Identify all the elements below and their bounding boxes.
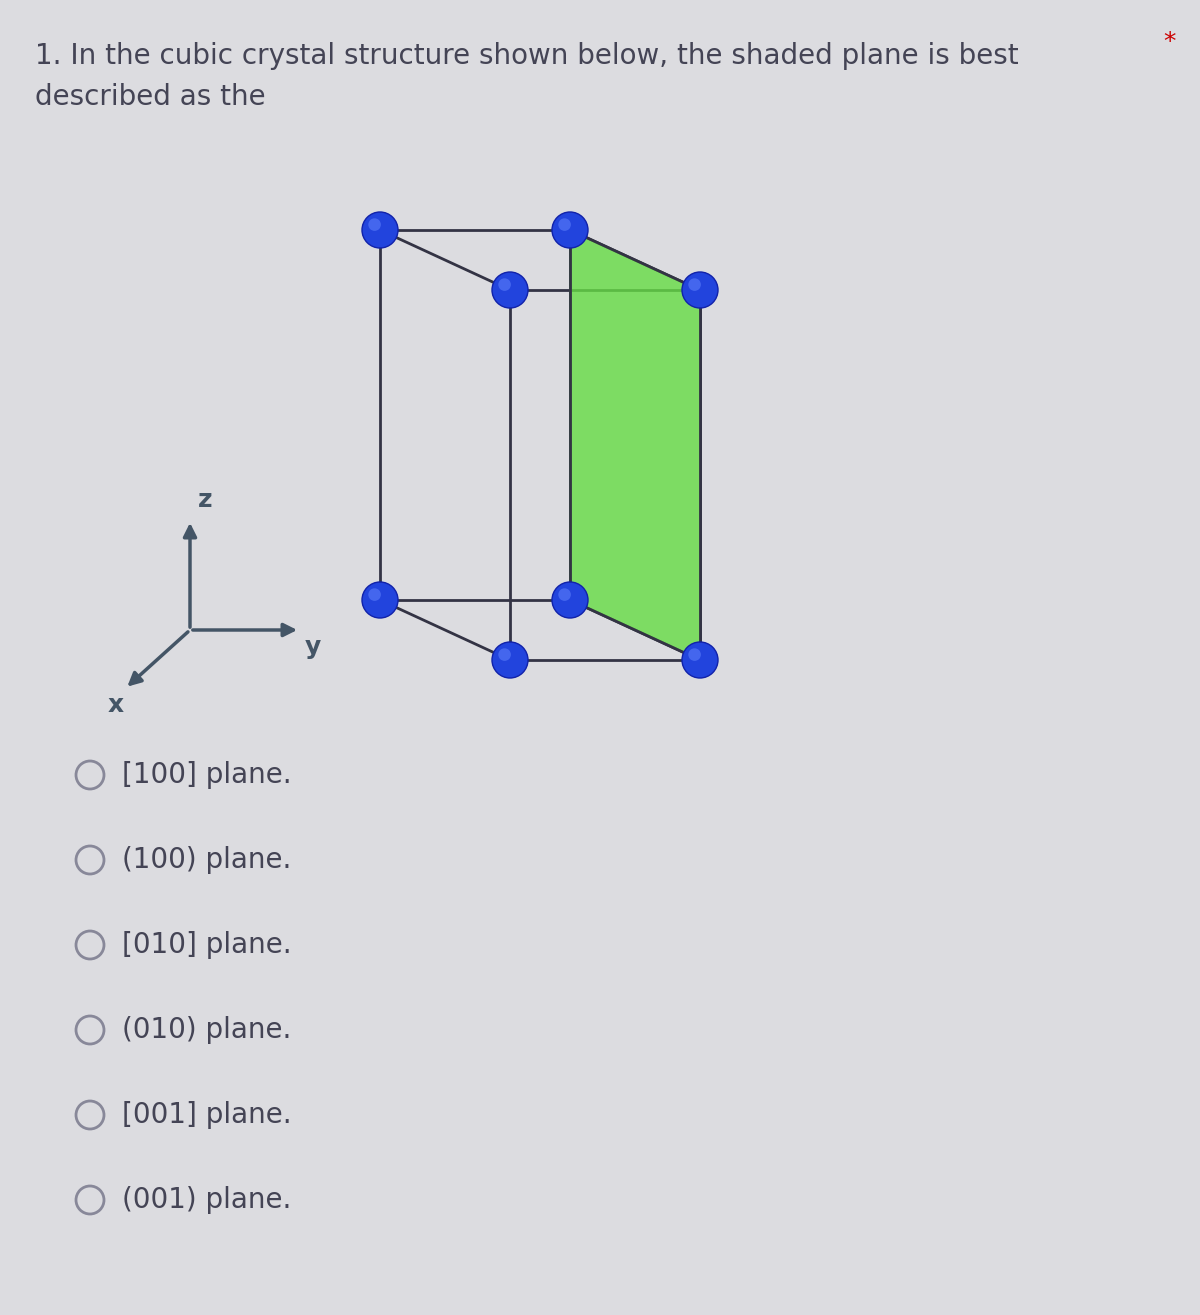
Circle shape bbox=[558, 588, 571, 601]
Circle shape bbox=[682, 642, 718, 679]
Circle shape bbox=[689, 648, 701, 661]
Circle shape bbox=[492, 642, 528, 679]
Circle shape bbox=[498, 648, 511, 661]
Circle shape bbox=[368, 588, 380, 601]
Circle shape bbox=[368, 218, 380, 231]
Circle shape bbox=[492, 272, 528, 308]
Text: [001] plane.: [001] plane. bbox=[122, 1101, 292, 1130]
Text: (010) plane.: (010) plane. bbox=[122, 1016, 292, 1044]
Circle shape bbox=[552, 212, 588, 249]
Text: x: x bbox=[107, 693, 124, 717]
Circle shape bbox=[498, 279, 511, 291]
Circle shape bbox=[362, 583, 398, 618]
Text: *: * bbox=[1163, 30, 1175, 54]
Text: (001) plane.: (001) plane. bbox=[122, 1186, 292, 1214]
Text: z: z bbox=[198, 488, 212, 512]
Text: 1. In the cubic crystal structure shown below, the shaded plane is best
describe: 1. In the cubic crystal structure shown … bbox=[35, 42, 1019, 112]
Circle shape bbox=[682, 272, 718, 308]
Text: y: y bbox=[305, 635, 322, 659]
Circle shape bbox=[689, 279, 701, 291]
Text: [010] plane.: [010] plane. bbox=[122, 931, 292, 959]
Circle shape bbox=[362, 212, 398, 249]
Circle shape bbox=[558, 218, 571, 231]
Polygon shape bbox=[570, 230, 700, 660]
Text: (100) plane.: (100) plane. bbox=[122, 846, 292, 874]
Text: [100] plane.: [100] plane. bbox=[122, 761, 292, 789]
Circle shape bbox=[552, 583, 588, 618]
